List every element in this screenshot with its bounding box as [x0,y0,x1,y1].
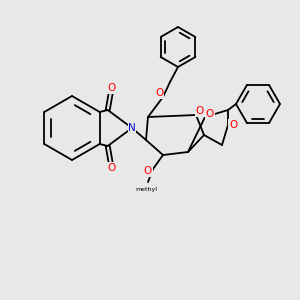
Text: O: O [155,88,163,98]
Text: methyl: methyl [135,187,157,191]
Text: O: O [108,83,116,93]
Text: N: N [128,123,136,133]
Text: O: O [229,120,237,130]
Text: O: O [196,106,204,116]
Text: O: O [108,163,116,173]
Text: O: O [144,166,152,176]
Text: O: O [206,109,214,119]
